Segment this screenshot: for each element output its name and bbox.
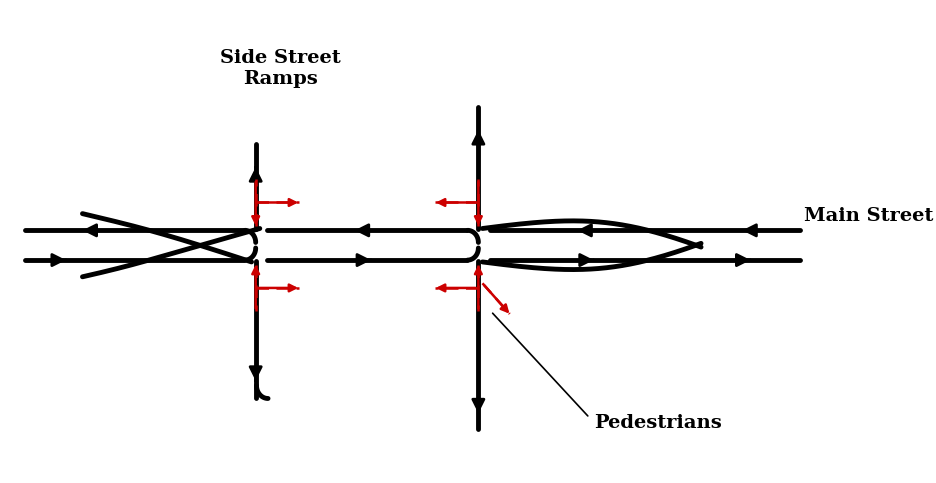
Text: Side Street
Ramps: Side Street Ramps: [220, 49, 341, 88]
Text: Main Street: Main Street: [804, 207, 933, 226]
Text: Pedestrians: Pedestrians: [593, 413, 722, 432]
